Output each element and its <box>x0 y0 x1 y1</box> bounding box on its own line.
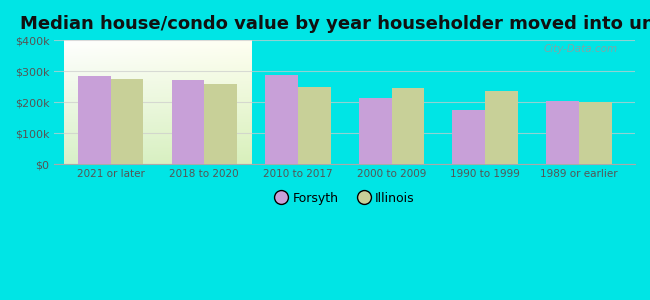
Bar <box>172 80 204 164</box>
Bar <box>204 84 237 164</box>
Legend: Forsyth, Illinois: Forsyth, Illinois <box>270 187 419 210</box>
Title: Median house/condo value by year householder moved into unit: Median house/condo value by year househo… <box>20 15 650 33</box>
Bar <box>111 79 144 164</box>
Bar <box>452 110 485 164</box>
Bar <box>391 88 424 164</box>
Bar <box>359 98 391 164</box>
Bar <box>265 75 298 164</box>
Bar <box>298 87 331 164</box>
Bar <box>546 100 578 164</box>
Bar <box>485 91 518 164</box>
Bar <box>78 76 111 164</box>
Bar <box>578 101 612 164</box>
Text: City-Data.com: City-Data.com <box>543 44 618 54</box>
